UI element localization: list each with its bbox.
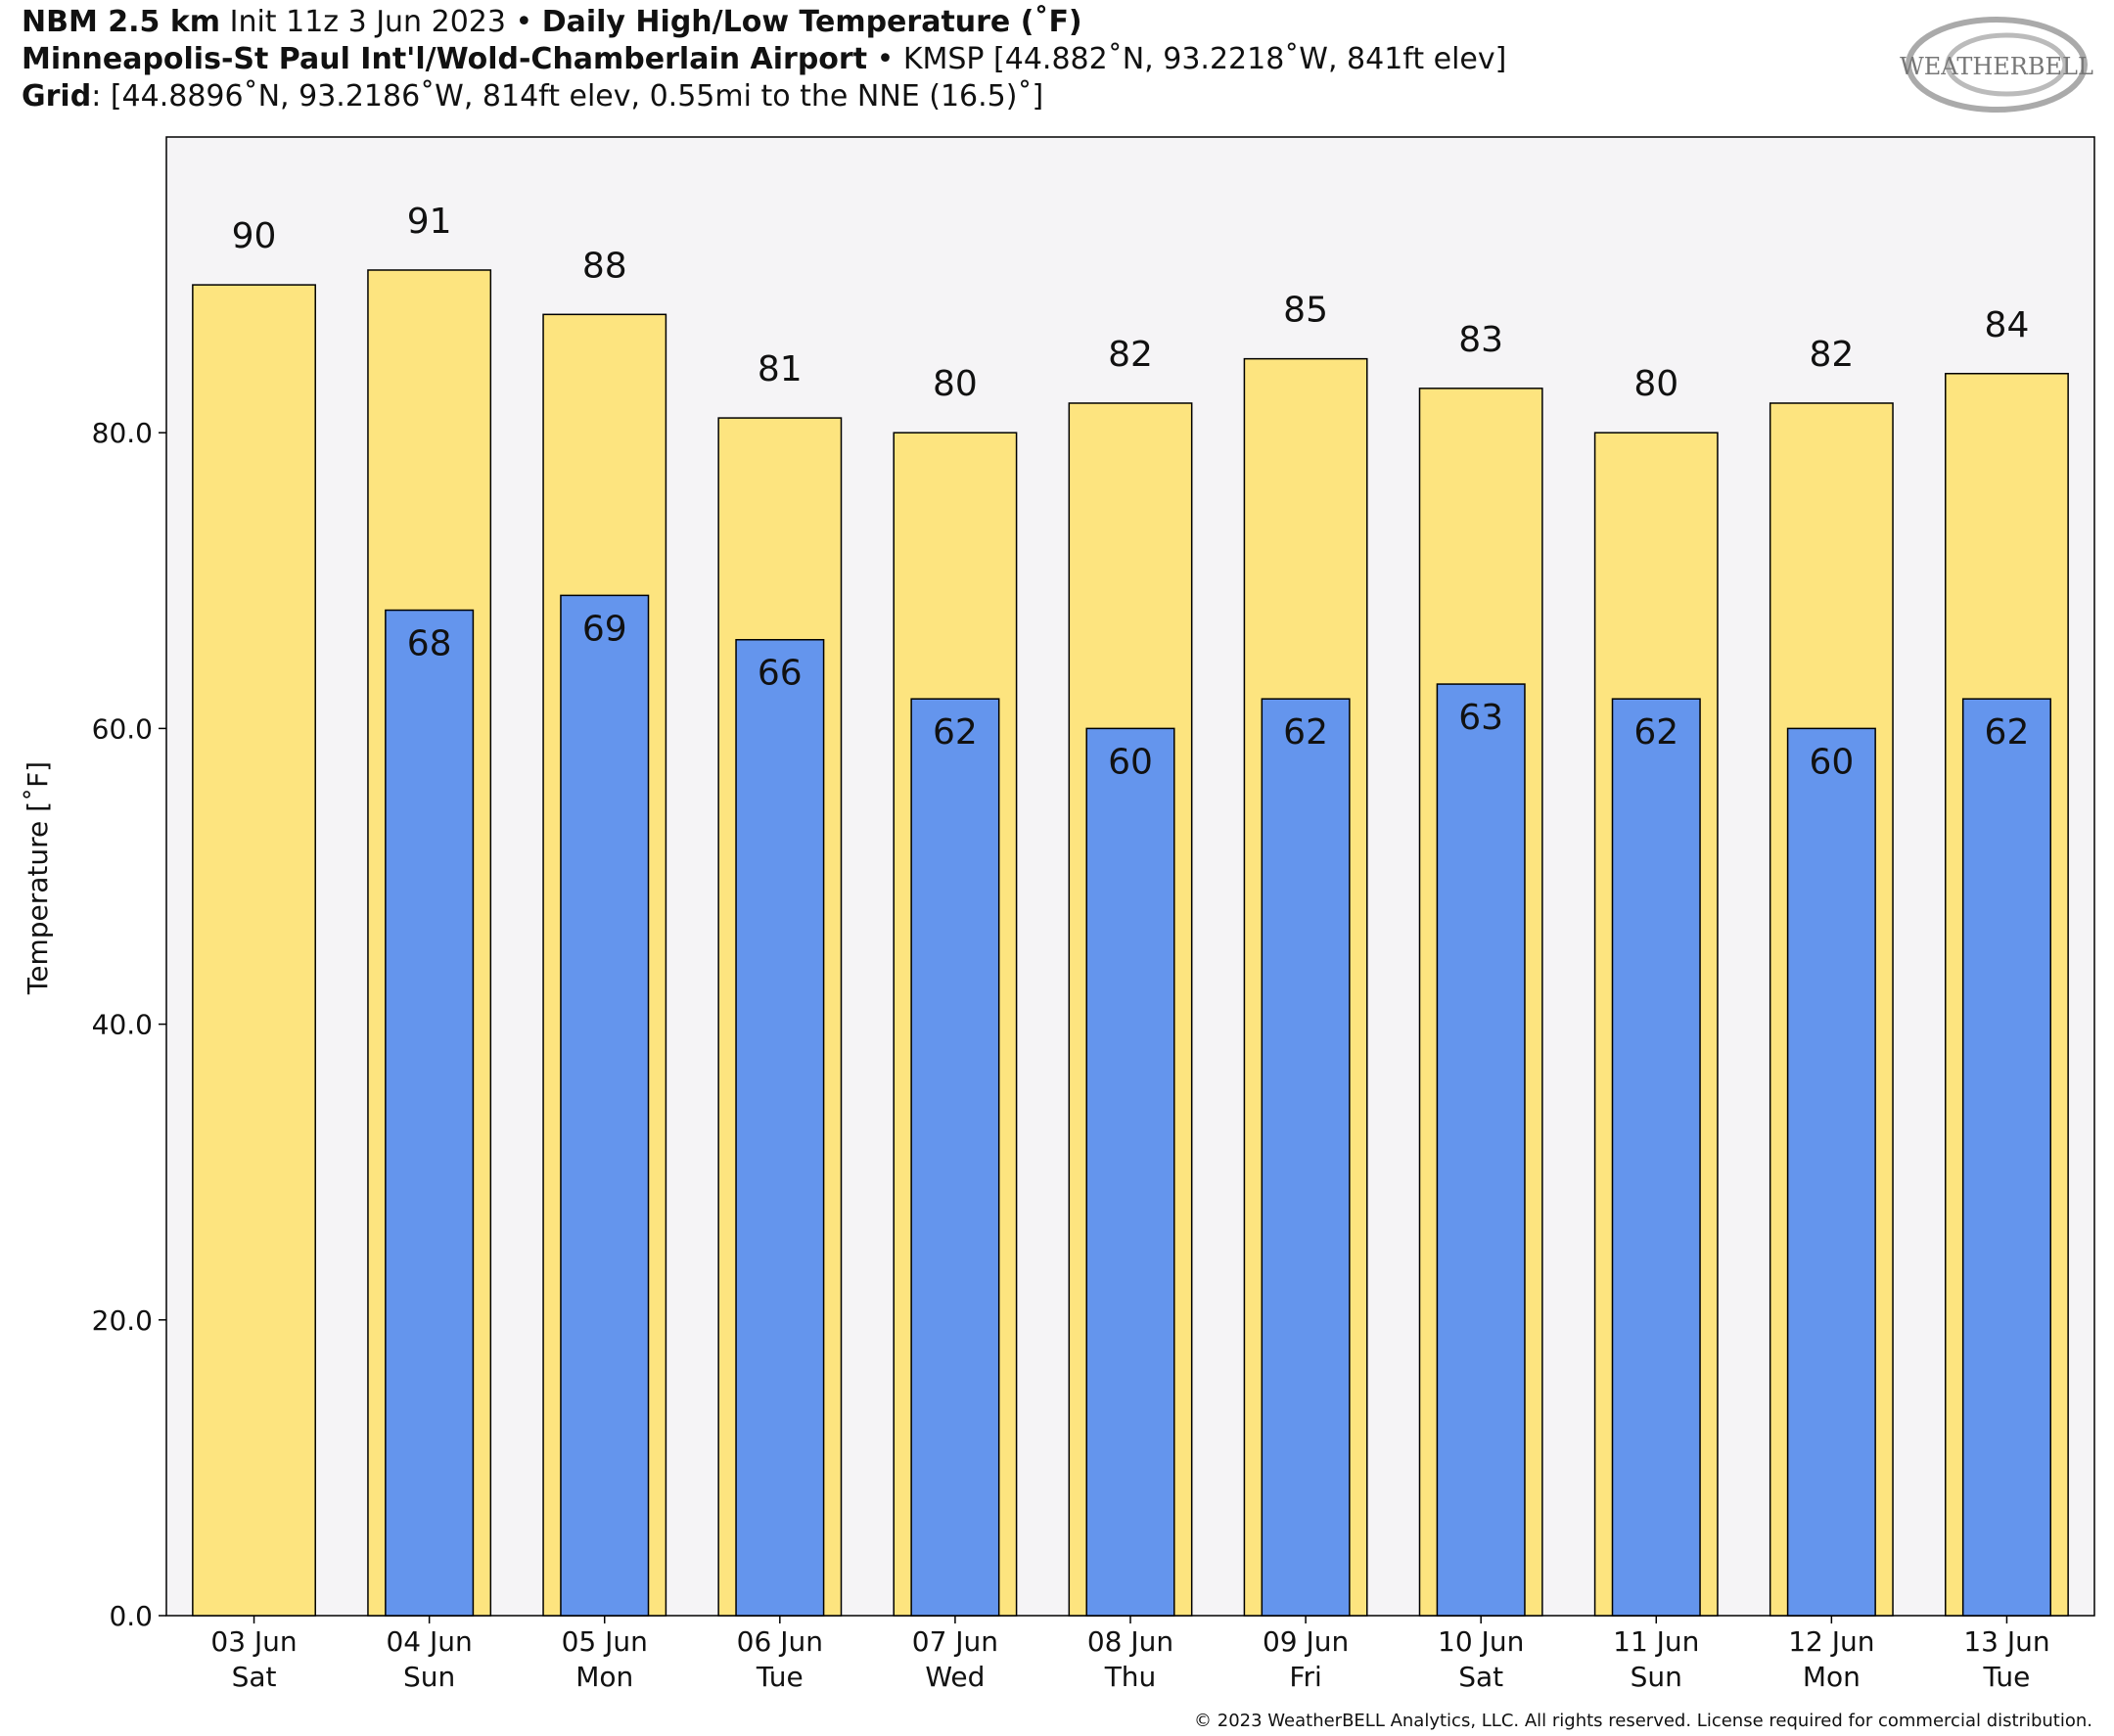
- title-segment: • KMSP [44.882˚N, 93.2218˚W, 841ft elev]: [867, 42, 1506, 76]
- title-line: Minneapolis-St Paul Int'l/Wold-Chamberla…: [22, 42, 1506, 76]
- x-tick-weekday: Sun: [403, 1661, 455, 1693]
- value-label: 63: [1458, 698, 1503, 738]
- title-line: Grid: [44.8896˚N, 93.2186˚W, 814ft elev,…: [22, 79, 1043, 114]
- bar-low: [910, 698, 1000, 1617]
- x-tick-weekday: Fri: [1289, 1661, 1321, 1693]
- x-tick-label: 04 Jun: [386, 1625, 472, 1658]
- value-label: 82: [1809, 335, 1854, 375]
- bar-low: [735, 638, 825, 1617]
- bar-low: [1261, 698, 1351, 1617]
- x-tick-label: 09 Jun: [1263, 1625, 1349, 1658]
- bar-low: [1611, 698, 1701, 1617]
- value-label: 84: [1985, 305, 2030, 345]
- x-tick-weekday: Wed: [925, 1661, 985, 1693]
- copyright: © 2023 WeatherBELL Analytics, LLC. All r…: [1194, 1711, 2092, 1731]
- value-label: 62: [1283, 712, 1328, 753]
- x-tick-label: 11 Jun: [1613, 1625, 1699, 1658]
- bar-low: [560, 594, 650, 1617]
- bar-low: [1085, 727, 1175, 1617]
- x-tick-weekday: Tue: [1983, 1661, 2031, 1693]
- bar-low: [1961, 698, 2051, 1617]
- x-tick-weekday: Tue: [756, 1661, 804, 1693]
- x-tick-label: 07 Jun: [912, 1625, 998, 1658]
- value-label: 90: [232, 216, 277, 256]
- bar-high: [192, 284, 316, 1617]
- value-label: 62: [933, 712, 978, 753]
- value-label: 91: [407, 202, 452, 242]
- value-label: 62: [1633, 712, 1678, 753]
- y-tick-label: 80.0: [92, 417, 153, 449]
- x-tick-weekday: Mon: [575, 1661, 633, 1693]
- x-tick-weekday: Mon: [1803, 1661, 1861, 1693]
- y-tick-label: 60.0: [92, 712, 153, 745]
- value-label: 68: [407, 624, 452, 664]
- value-label: 88: [582, 246, 627, 286]
- x-tick-label: 13 Jun: [1963, 1625, 2049, 1658]
- value-label: 69: [582, 609, 627, 649]
- x-tick-weekday: Sat: [232, 1661, 277, 1693]
- title-line: NBM 2.5 km Init 11z 3 Jun 2023 • Daily H…: [22, 4, 1082, 39]
- x-tick-label: 05 Jun: [562, 1625, 648, 1658]
- logo-swirl: [1945, 32, 2068, 97]
- value-label: 80: [1633, 364, 1678, 404]
- bar-low: [1786, 727, 1876, 1617]
- value-label: 62: [1985, 712, 2030, 753]
- value-label: 83: [1458, 320, 1503, 360]
- title-segment: Grid: [22, 79, 91, 114]
- x-tick-label: 12 Jun: [1788, 1625, 1874, 1658]
- y-tick-label: 40.0: [92, 1009, 153, 1041]
- y-tick-label: 0.0: [109, 1600, 153, 1632]
- y-tick-label: 20.0: [92, 1304, 153, 1337]
- title-segment: Init 11z 3 Jun 2023 •: [220, 5, 542, 39]
- logo: WEATHERBELL: [1900, 17, 2093, 113]
- title-segment: Minneapolis-St Paul Int'l/Wold-Chamberla…: [22, 42, 867, 76]
- x-tick-label: 06 Jun: [737, 1625, 823, 1658]
- title-segment: Daily High/Low Temperature (˚F): [542, 4, 1082, 39]
- value-label: 81: [758, 349, 803, 389]
- x-tick-label: 03 Jun: [210, 1625, 297, 1658]
- value-label: 66: [758, 654, 803, 694]
- y-axis-label: Temperature [˚F]: [22, 761, 54, 995]
- x-tick-label: 08 Jun: [1087, 1625, 1173, 1658]
- bar-low: [385, 609, 475, 1617]
- value-label: 85: [1283, 291, 1328, 331]
- x-tick-weekday: Sat: [1458, 1661, 1503, 1693]
- value-label: 60: [1108, 742, 1153, 782]
- logo-text: WEATHERBELL: [1900, 53, 2093, 80]
- x-tick-label: 10 Jun: [1438, 1625, 1524, 1658]
- title-segment: NBM 2.5 km: [22, 5, 220, 39]
- logo-swirl: [1906, 17, 2088, 113]
- value-label: 60: [1809, 742, 1854, 782]
- bar-low: [1436, 683, 1526, 1617]
- title-segment: : [44.8896˚N, 93.2186˚W, 814ft elev, 0.5…: [91, 79, 1043, 114]
- x-tick-weekday: Thu: [1104, 1661, 1157, 1693]
- x-tick-weekday: Sun: [1631, 1661, 1682, 1693]
- value-label: 82: [1108, 335, 1153, 375]
- value-label: 80: [933, 364, 978, 404]
